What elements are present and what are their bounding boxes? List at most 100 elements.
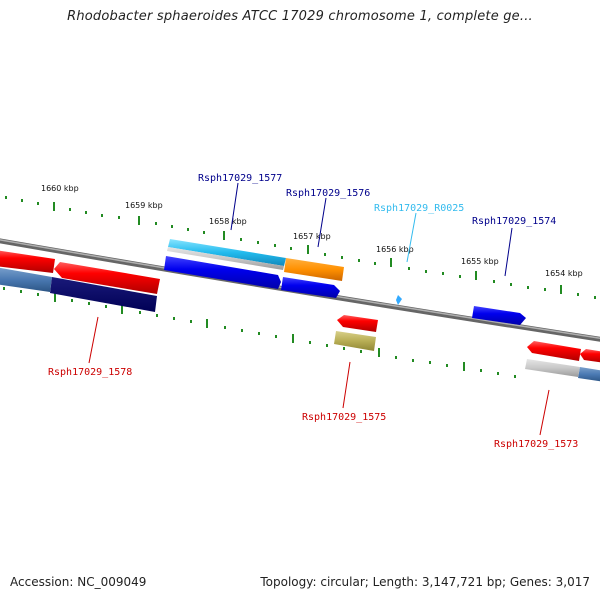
gene-label[interactable]: Rsph17029_1577 <box>198 173 282 184</box>
minor-tick <box>101 214 103 217</box>
minor-tick <box>156 314 158 317</box>
gene-rsph17029-1574[interactable] <box>472 306 526 325</box>
gene-orange-segment[interactable] <box>284 258 344 281</box>
minor-tick <box>203 231 205 234</box>
gene-features <box>0 239 600 382</box>
minor-tick <box>258 332 260 335</box>
minor-tick <box>493 280 495 283</box>
scale-label: 1659 kbp <box>125 201 163 210</box>
minor-tick <box>240 238 242 241</box>
gene-labels: Rsph17029_1577 Rsph17029_1576 Rsph17029_… <box>48 173 578 450</box>
major-tick <box>560 285 562 294</box>
gene-red-reverse-2[interactable] <box>337 315 378 332</box>
minor-tick <box>105 305 107 308</box>
minor-tick <box>326 344 328 347</box>
minor-tick <box>5 196 7 199</box>
minor-tick <box>139 311 141 314</box>
major-tick <box>378 348 380 357</box>
leader-line <box>539 389 550 436</box>
scale-label: 1654 kbp <box>545 269 583 278</box>
minor-tick <box>395 356 397 359</box>
minor-tick <box>274 244 276 247</box>
map-title: Rhodobacter sphaeroides ATCC 17029 chrom… <box>67 9 533 24</box>
minor-tick <box>429 361 431 364</box>
minor-tick <box>37 202 39 205</box>
gene-rsph17029-1573[interactable] <box>527 341 581 361</box>
minor-tick <box>85 211 87 214</box>
major-tick <box>307 245 309 254</box>
scale-label: 1655 kbp <box>461 257 499 266</box>
gene-blue-forward-1[interactable] <box>164 256 281 289</box>
scale-label: 1660 kbp <box>41 184 79 193</box>
gene-rsph17029-1577-shadow <box>167 247 284 270</box>
scale-label: 1657 kbp <box>293 232 331 241</box>
scale-label: 1658 kbp <box>209 217 247 226</box>
minor-tick <box>425 270 427 273</box>
minor-tick <box>497 372 499 375</box>
major-tick <box>292 334 294 343</box>
minor-tick <box>446 364 448 367</box>
major-tick <box>206 319 208 328</box>
gene-grey-right[interactable] <box>525 359 580 377</box>
minor-tick <box>224 326 226 329</box>
scale-labels: 1660 kbp 1659 kbp 1658 kbp 1657 kbp 1656… <box>41 184 583 278</box>
minor-tick <box>412 359 414 362</box>
leader-line <box>406 212 417 263</box>
minor-tick <box>459 275 461 278</box>
gene-label[interactable]: Rsph17029_1573 <box>494 439 578 450</box>
major-tick <box>121 305 123 314</box>
gene-rsph17029-1577[interactable] <box>168 239 286 266</box>
minor-tick <box>118 216 120 219</box>
major-tick <box>475 271 477 280</box>
minor-tick <box>241 329 243 332</box>
minor-tick <box>527 286 529 289</box>
leader-line <box>504 227 513 277</box>
gene-rsph17029-r0025[interactable] <box>396 295 402 305</box>
minor-tick <box>290 247 292 250</box>
minor-tick <box>309 341 311 344</box>
minor-tick <box>155 222 157 225</box>
minor-tick <box>343 347 345 350</box>
minor-tick <box>514 375 516 378</box>
minor-tick <box>594 296 596 299</box>
gene-red-reverse-1[interactable] <box>54 262 160 294</box>
minor-tick <box>71 299 73 302</box>
upper-tick-ring <box>5 196 596 299</box>
minor-tick <box>510 283 512 286</box>
leader-line <box>88 316 99 364</box>
minor-tick <box>37 293 39 296</box>
minor-tick <box>374 262 376 265</box>
gene-rsph17029-1576[interactable] <box>281 277 340 298</box>
gene-rsph17029-1578[interactable] <box>50 277 157 312</box>
leader-lines <box>88 182 550 436</box>
leader-line <box>317 197 327 248</box>
gene-label[interactable]: Rsph17029_R0025 <box>374 203 464 214</box>
major-tick <box>463 362 465 371</box>
minor-tick <box>171 225 173 228</box>
gene-red-reverse-right[interactable] <box>580 349 600 363</box>
major-tick <box>53 202 55 211</box>
gene-label[interactable]: Rsph17029_1574 <box>472 216 556 227</box>
gene-steelblue-left[interactable] <box>0 267 52 292</box>
gene-label[interactable]: Rsph17029_1578 <box>48 367 132 378</box>
minor-tick <box>480 369 482 372</box>
major-tick <box>390 258 392 267</box>
accession-text: Accession: NC_009049 <box>10 575 147 589</box>
genome-summary-text: Topology: circular; Length: 3,147,721 bp… <box>260 575 590 589</box>
gene-red-reverse-left[interactable] <box>0 250 55 273</box>
gene-label[interactable]: Rsph17029_1575 <box>302 412 386 423</box>
minor-tick <box>275 335 277 338</box>
minor-tick <box>88 302 90 305</box>
major-tick <box>54 293 56 302</box>
minor-tick <box>341 256 343 259</box>
gene-label[interactable]: Rsph17029_1576 <box>286 188 370 199</box>
minor-tick <box>408 267 410 270</box>
gene-steelblue-right[interactable] <box>578 367 600 382</box>
major-tick <box>223 231 225 240</box>
gene-rsph17029-1575[interactable] <box>334 331 376 351</box>
minor-tick <box>324 253 326 256</box>
minor-tick <box>190 320 192 323</box>
minor-tick <box>20 290 22 293</box>
